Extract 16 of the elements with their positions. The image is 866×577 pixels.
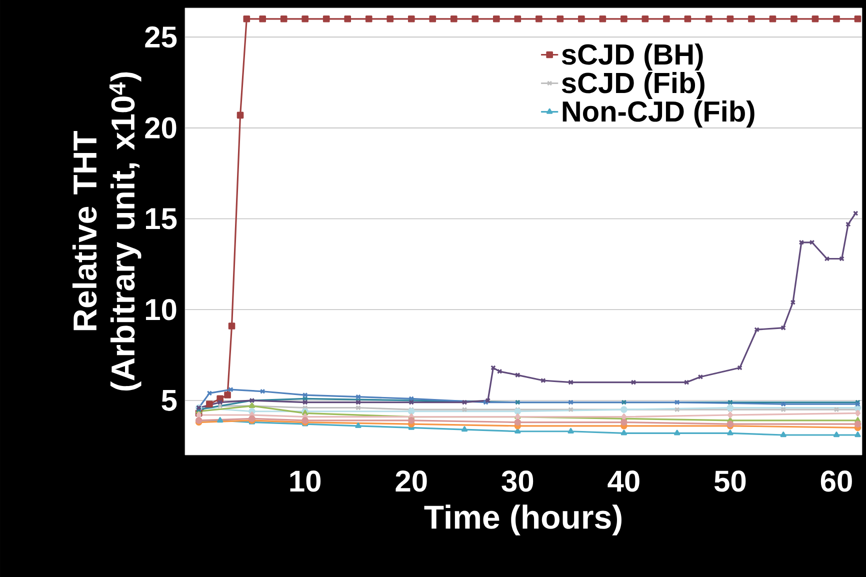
x-tick-label: 40	[608, 470, 640, 492]
x-tick-label: 20	[396, 470, 427, 492]
y-tick-label: 25	[145, 26, 177, 48]
legend-label: sCJD (BH)	[562, 43, 703, 71]
y-tick-label: 20	[145, 117, 176, 139]
x-tick-label: 50	[714, 470, 746, 492]
y-tick-label: 10	[146, 298, 176, 320]
legend-label: Non-CJD (Fib)	[562, 100, 754, 128]
legend-label: sCJD (Fib)	[562, 72, 704, 100]
y-axis-title: Relative THT (Arbitrary unit, x10$^{4}$)	[72, 72, 142, 391]
y-tick-label: 5	[162, 390, 177, 411]
x-axis-title: Time (hours)	[424, 504, 622, 536]
x-tick-label: 10	[290, 470, 321, 492]
y-tick-label: 15	[146, 208, 177, 230]
x-tick-label: 60	[820, 470, 852, 492]
x-tick-label: 30	[502, 470, 534, 492]
